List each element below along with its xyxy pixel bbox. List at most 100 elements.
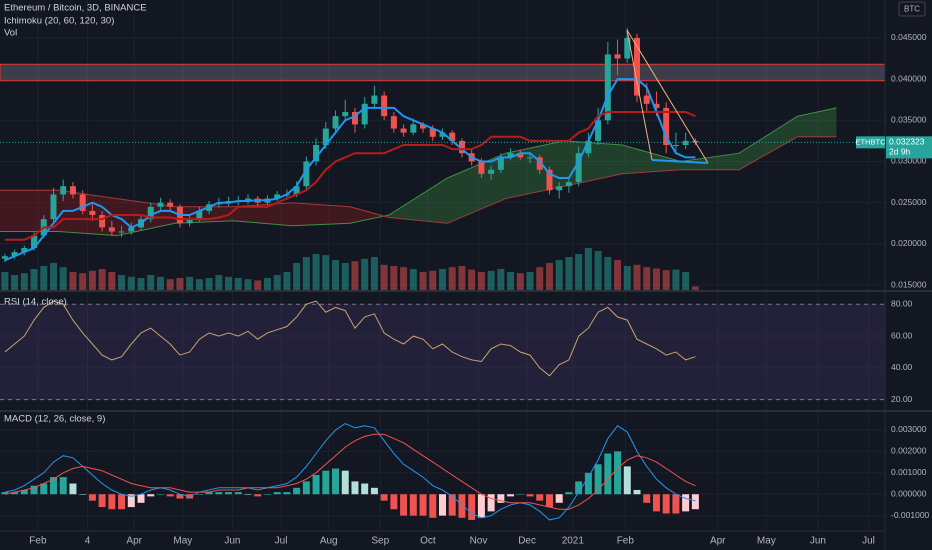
volume-bar xyxy=(370,257,378,290)
cloud xyxy=(0,190,59,232)
candle-body xyxy=(274,194,281,199)
candle-body xyxy=(682,140,689,145)
histogram-bar xyxy=(205,492,213,495)
volume-bar xyxy=(643,267,651,290)
volume-bar xyxy=(137,278,145,290)
volume-bar xyxy=(215,275,223,290)
volume-bar xyxy=(691,286,699,290)
candle-body xyxy=(643,95,650,104)
candle-body xyxy=(546,169,553,191)
indicator-label: MACD (12, 26, close, 9) xyxy=(4,414,105,425)
ichimoku-line xyxy=(4,111,696,241)
candle-body xyxy=(595,120,602,141)
histogram-bar xyxy=(487,494,495,512)
volume-bar xyxy=(351,261,359,290)
candle-body xyxy=(507,153,514,158)
histogram-bar xyxy=(448,494,456,516)
volume-bar xyxy=(244,279,252,290)
price-label: 0.032323 xyxy=(889,137,925,147)
candle-body xyxy=(118,231,125,233)
histogram-bar xyxy=(225,492,233,495)
volume-bar xyxy=(312,254,320,290)
volume-bar xyxy=(11,275,19,290)
candle-body xyxy=(653,103,660,108)
volume-bar xyxy=(186,276,194,290)
histogram-bar xyxy=(69,483,77,495)
volume-bar xyxy=(662,270,670,290)
histogram-bar xyxy=(439,494,446,516)
candle-body xyxy=(1,256,8,259)
histogram-bar xyxy=(536,494,544,501)
volume-bar xyxy=(594,251,602,290)
histogram-bar xyxy=(477,494,485,518)
histogram-bar xyxy=(234,492,242,495)
y-tick-label: 0.030000 xyxy=(891,156,927,166)
histogram-bar xyxy=(507,494,515,497)
histogram-bar xyxy=(88,494,96,501)
histogram-bar xyxy=(682,494,690,512)
candle-body xyxy=(147,206,154,220)
indicator-label: Vol xyxy=(4,28,17,39)
volume-bar xyxy=(400,267,408,290)
volume-bar xyxy=(195,279,203,290)
candle-body xyxy=(21,247,28,253)
volume-bar xyxy=(225,276,233,290)
volume-bar xyxy=(263,278,271,290)
histogram-bar xyxy=(118,494,126,510)
histogram-bar xyxy=(322,470,330,495)
histogram-bar xyxy=(497,494,505,503)
volume-bar xyxy=(526,272,534,290)
volume-bar xyxy=(390,266,398,290)
histogram-bar xyxy=(283,492,291,495)
volume-bar xyxy=(98,269,106,290)
candle-body xyxy=(50,194,57,220)
y-tick-label: 0.035000 xyxy=(891,115,927,125)
volume-bar xyxy=(575,254,583,290)
volume-bar xyxy=(88,270,96,290)
candle-body xyxy=(565,182,572,187)
candle-body xyxy=(390,116,397,129)
plot-layer xyxy=(0,0,886,530)
volume-bar xyxy=(283,272,291,290)
trend-line xyxy=(626,29,709,164)
histogram-bar xyxy=(584,472,592,495)
volume-bar xyxy=(623,266,631,290)
candle-body xyxy=(351,112,358,125)
volume-bar xyxy=(507,272,515,290)
y-tick-label: 60.00 xyxy=(891,330,913,340)
histogram-bar xyxy=(244,494,252,495)
histogram-bar xyxy=(332,468,340,495)
candle-body xyxy=(488,169,495,174)
candle-body xyxy=(458,140,465,154)
y-tick-label: 0.020000 xyxy=(891,238,927,248)
volume-bar xyxy=(672,269,680,290)
candle-body xyxy=(663,107,670,145)
volume-bar xyxy=(322,255,330,290)
candle-body xyxy=(410,124,417,133)
symbol-badge xyxy=(856,136,885,149)
cloud xyxy=(505,140,565,199)
histogram-bar xyxy=(614,451,622,495)
y-tick-label: 0.015000 xyxy=(891,279,927,289)
histogram-bar xyxy=(604,453,612,495)
volume-bar xyxy=(439,269,446,290)
x-tick-label: Feb xyxy=(617,536,635,547)
candle-body xyxy=(517,153,524,158)
y-tick-label: 20.00 xyxy=(891,394,913,404)
candle-body xyxy=(585,140,592,154)
currency-button[interactable] xyxy=(898,1,926,17)
indicator-label: Ichimoku (20, 60, 120, 30) xyxy=(4,16,114,27)
candle-body xyxy=(449,132,456,141)
histogram-bar xyxy=(20,489,28,495)
y-tick-label: 0.040000 xyxy=(891,73,927,83)
symbol-title: Ethereum / Bitcoin, 3D, BINANCE xyxy=(4,3,147,14)
histogram-bar xyxy=(147,494,155,497)
cloud xyxy=(350,206,389,224)
candle-body xyxy=(332,116,339,129)
histogram-bar xyxy=(516,494,524,495)
histogram-bar xyxy=(137,494,145,503)
trend-line xyxy=(626,29,653,161)
histogram-bar xyxy=(108,494,116,510)
volume-bar xyxy=(565,257,573,290)
histogram-bar xyxy=(545,494,553,508)
